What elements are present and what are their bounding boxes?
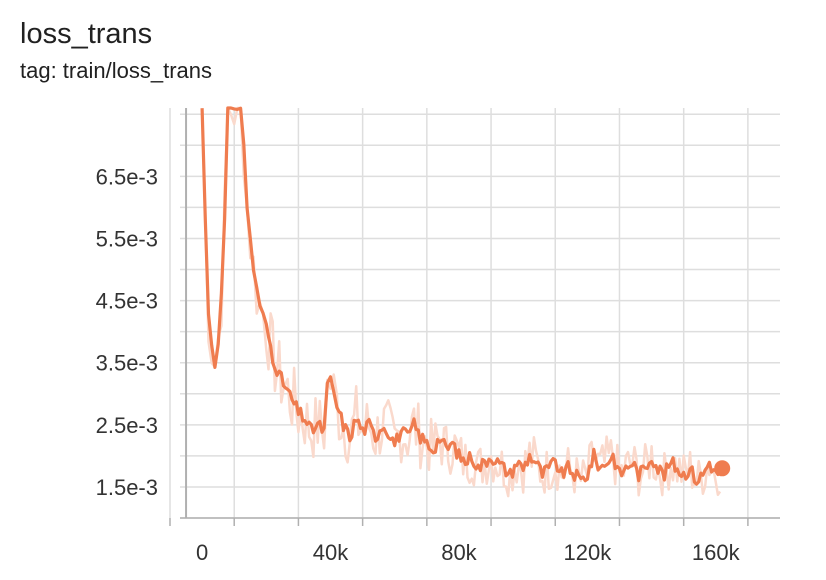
y-tick-label: 6.5e-3: [96, 164, 158, 189]
y-tick-label: 2.5e-3: [96, 413, 158, 438]
smoothed-series-layer: [200, 106, 731, 486]
x-tick-label: 160k: [692, 540, 741, 565]
x-tick-label: 80k: [441, 540, 477, 565]
y-tick-label: 5.5e-3: [96, 226, 158, 251]
series-end-marker: [714, 460, 731, 477]
grid-layer: [169, 108, 780, 526]
x-tick-label: 120k: [564, 540, 613, 565]
chart-tag: tag: train/loss_trans: [20, 58, 212, 83]
x-tick-label: 40k: [313, 540, 349, 565]
smoothed-series-line: [200, 106, 724, 486]
y-tick-label: 3.5e-3: [96, 351, 158, 376]
y-tick-label: 1.5e-3: [96, 475, 158, 500]
tick-label-layer: 1.5e-3 2.5e-3 3.5e-3 4.5e-3 5.5e-3 6.5e-3 0 40k…: [96, 164, 741, 565]
x-tick-label: 0: [196, 540, 208, 565]
raw-series-line: [200, 106, 722, 498]
y-tick-label: 4.5e-3: [96, 289, 158, 314]
chart-title: loss_trans: [20, 18, 153, 50]
raw-series-layer: [200, 106, 722, 498]
